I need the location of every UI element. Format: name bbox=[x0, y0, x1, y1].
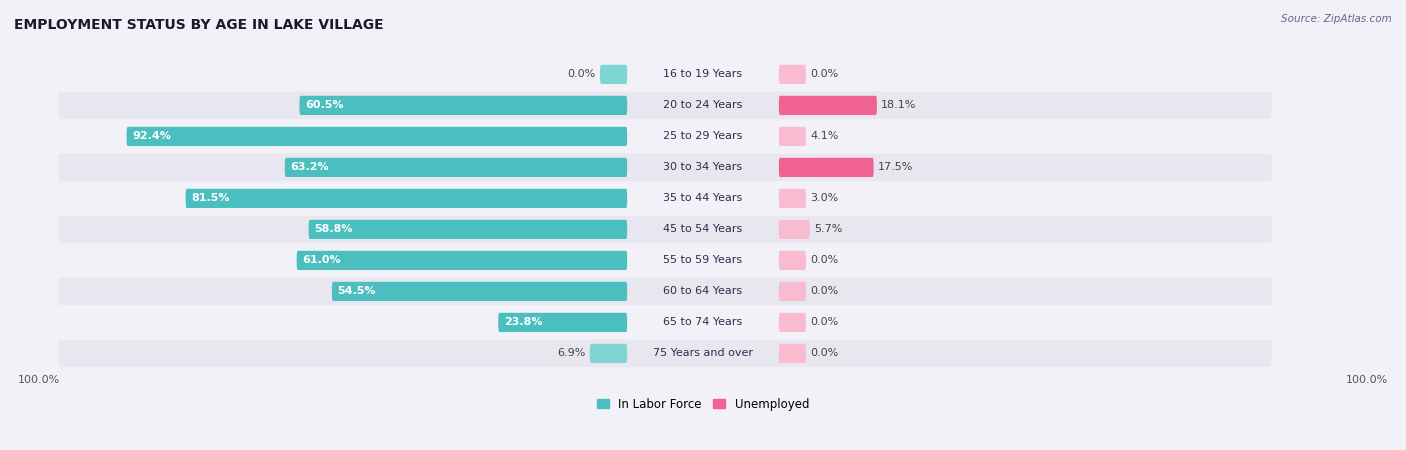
FancyBboxPatch shape bbox=[779, 189, 806, 208]
Text: 0.0%: 0.0% bbox=[810, 69, 838, 79]
Text: 92.4%: 92.4% bbox=[132, 131, 172, 141]
Text: 0.0%: 0.0% bbox=[810, 317, 838, 328]
FancyBboxPatch shape bbox=[285, 158, 627, 177]
Text: 35 to 44 Years: 35 to 44 Years bbox=[664, 194, 742, 203]
FancyBboxPatch shape bbox=[127, 127, 627, 146]
Text: 0.0%: 0.0% bbox=[810, 348, 838, 358]
Text: 54.5%: 54.5% bbox=[337, 286, 375, 297]
FancyBboxPatch shape bbox=[58, 340, 1272, 367]
FancyBboxPatch shape bbox=[779, 96, 877, 115]
Text: 60 to 64 Years: 60 to 64 Years bbox=[664, 286, 742, 297]
FancyBboxPatch shape bbox=[58, 185, 1272, 212]
Text: Source: ZipAtlas.com: Source: ZipAtlas.com bbox=[1281, 14, 1392, 23]
FancyBboxPatch shape bbox=[186, 189, 627, 208]
FancyBboxPatch shape bbox=[779, 282, 806, 301]
FancyBboxPatch shape bbox=[600, 65, 627, 84]
Text: 100.0%: 100.0% bbox=[1346, 375, 1388, 385]
Text: 61.0%: 61.0% bbox=[302, 256, 340, 266]
FancyBboxPatch shape bbox=[589, 344, 627, 363]
Text: 18.1%: 18.1% bbox=[882, 100, 917, 110]
FancyBboxPatch shape bbox=[299, 96, 627, 115]
FancyBboxPatch shape bbox=[58, 61, 1272, 88]
Text: 17.5%: 17.5% bbox=[877, 162, 914, 172]
FancyBboxPatch shape bbox=[58, 123, 1272, 150]
FancyBboxPatch shape bbox=[779, 251, 806, 270]
FancyBboxPatch shape bbox=[297, 251, 627, 270]
FancyBboxPatch shape bbox=[779, 220, 810, 239]
FancyBboxPatch shape bbox=[58, 154, 1272, 181]
Text: 5.7%: 5.7% bbox=[814, 225, 842, 234]
FancyBboxPatch shape bbox=[309, 220, 627, 239]
FancyBboxPatch shape bbox=[779, 127, 806, 146]
Text: 75 Years and over: 75 Years and over bbox=[652, 348, 754, 358]
FancyBboxPatch shape bbox=[58, 216, 1272, 243]
Text: 30 to 34 Years: 30 to 34 Years bbox=[664, 162, 742, 172]
Text: 100.0%: 100.0% bbox=[18, 375, 60, 385]
Text: 55 to 59 Years: 55 to 59 Years bbox=[664, 256, 742, 266]
FancyBboxPatch shape bbox=[58, 309, 1272, 336]
Text: 23.8%: 23.8% bbox=[503, 317, 543, 328]
Text: 0.0%: 0.0% bbox=[568, 69, 596, 79]
Text: 25 to 29 Years: 25 to 29 Years bbox=[664, 131, 742, 141]
Text: 58.8%: 58.8% bbox=[314, 225, 353, 234]
Text: 45 to 54 Years: 45 to 54 Years bbox=[664, 225, 742, 234]
Text: 4.1%: 4.1% bbox=[810, 131, 838, 141]
FancyBboxPatch shape bbox=[779, 158, 873, 177]
Text: 3.0%: 3.0% bbox=[810, 194, 838, 203]
FancyBboxPatch shape bbox=[332, 282, 627, 301]
Text: 81.5%: 81.5% bbox=[191, 194, 229, 203]
FancyBboxPatch shape bbox=[779, 65, 806, 84]
Text: 20 to 24 Years: 20 to 24 Years bbox=[664, 100, 742, 110]
Text: EMPLOYMENT STATUS BY AGE IN LAKE VILLAGE: EMPLOYMENT STATUS BY AGE IN LAKE VILLAGE bbox=[14, 18, 384, 32]
Legend: In Labor Force, Unemployed: In Labor Force, Unemployed bbox=[592, 393, 814, 416]
FancyBboxPatch shape bbox=[498, 313, 627, 332]
FancyBboxPatch shape bbox=[779, 313, 806, 332]
FancyBboxPatch shape bbox=[58, 247, 1272, 274]
Text: 60.5%: 60.5% bbox=[305, 100, 343, 110]
FancyBboxPatch shape bbox=[58, 278, 1272, 305]
FancyBboxPatch shape bbox=[779, 344, 806, 363]
Text: 6.9%: 6.9% bbox=[557, 348, 585, 358]
Text: 63.2%: 63.2% bbox=[290, 162, 329, 172]
Text: 0.0%: 0.0% bbox=[810, 286, 838, 297]
Text: 65 to 74 Years: 65 to 74 Years bbox=[664, 317, 742, 328]
FancyBboxPatch shape bbox=[58, 92, 1272, 119]
Text: 16 to 19 Years: 16 to 19 Years bbox=[664, 69, 742, 79]
Text: 0.0%: 0.0% bbox=[810, 256, 838, 266]
